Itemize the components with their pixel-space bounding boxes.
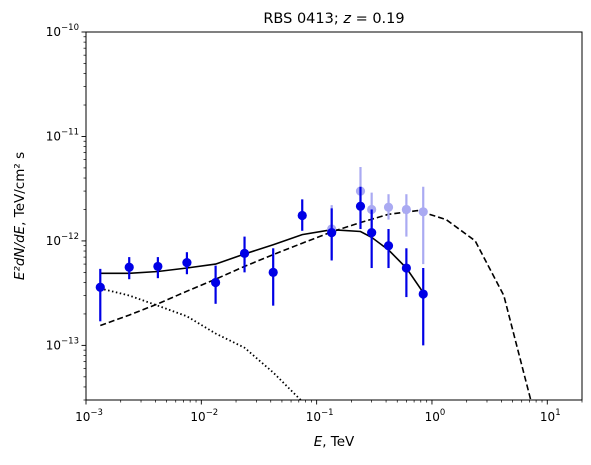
dotted-curve xyxy=(100,287,302,400)
points-point-10 xyxy=(367,228,377,238)
points-faded-point-5 xyxy=(418,207,428,217)
y-axis-label: E²dN/dE, TeV/cm² s xyxy=(12,152,28,280)
chart-title: RBS 0413; z = 0.19 xyxy=(263,11,404,27)
axes-frame xyxy=(85,31,583,401)
x-tick-label-4: 101 xyxy=(540,408,561,424)
y-tick-label-0: 10−13 xyxy=(46,336,79,352)
points-point-13 xyxy=(418,289,428,299)
y-tick-label-1: 10−12 xyxy=(46,232,79,248)
points-point-1 xyxy=(124,262,134,272)
points-point-5 xyxy=(239,248,250,258)
points-point-4 xyxy=(211,277,221,288)
points-faded-point-2 xyxy=(367,204,377,215)
x-tick-label-2: 10−1 xyxy=(306,408,334,424)
y-axis: 10−13 10−12 10−11 10−10 xyxy=(46,23,86,401)
points-point-8 xyxy=(327,228,337,238)
points-point-7 xyxy=(297,210,307,221)
x-tick-label-3: 100 xyxy=(425,408,446,424)
solid-curve xyxy=(100,228,424,294)
points-faded-point-4 xyxy=(401,204,411,215)
y-tick-label-3: 10−10 xyxy=(46,23,79,39)
points-point-6 xyxy=(268,267,278,277)
points-point-2 xyxy=(153,261,163,272)
x-tick-label-1: 10−2 xyxy=(190,408,218,424)
y-tick-label-2: 10−11 xyxy=(46,127,79,143)
points-point-0 xyxy=(95,282,105,292)
points-point-12 xyxy=(401,263,411,273)
x-axis-label: E, TeV xyxy=(314,434,355,450)
points-point-3 xyxy=(182,258,192,268)
x-axis: 10−3 10−2 10−1 100 101 xyxy=(75,400,583,424)
dashed-curve xyxy=(100,209,532,400)
points-point-9 xyxy=(355,201,366,211)
points-faded-point-3 xyxy=(383,202,394,212)
plot-area xyxy=(95,167,532,400)
points-point-11 xyxy=(383,241,394,251)
x-tick-label-0: 10−3 xyxy=(75,408,103,424)
